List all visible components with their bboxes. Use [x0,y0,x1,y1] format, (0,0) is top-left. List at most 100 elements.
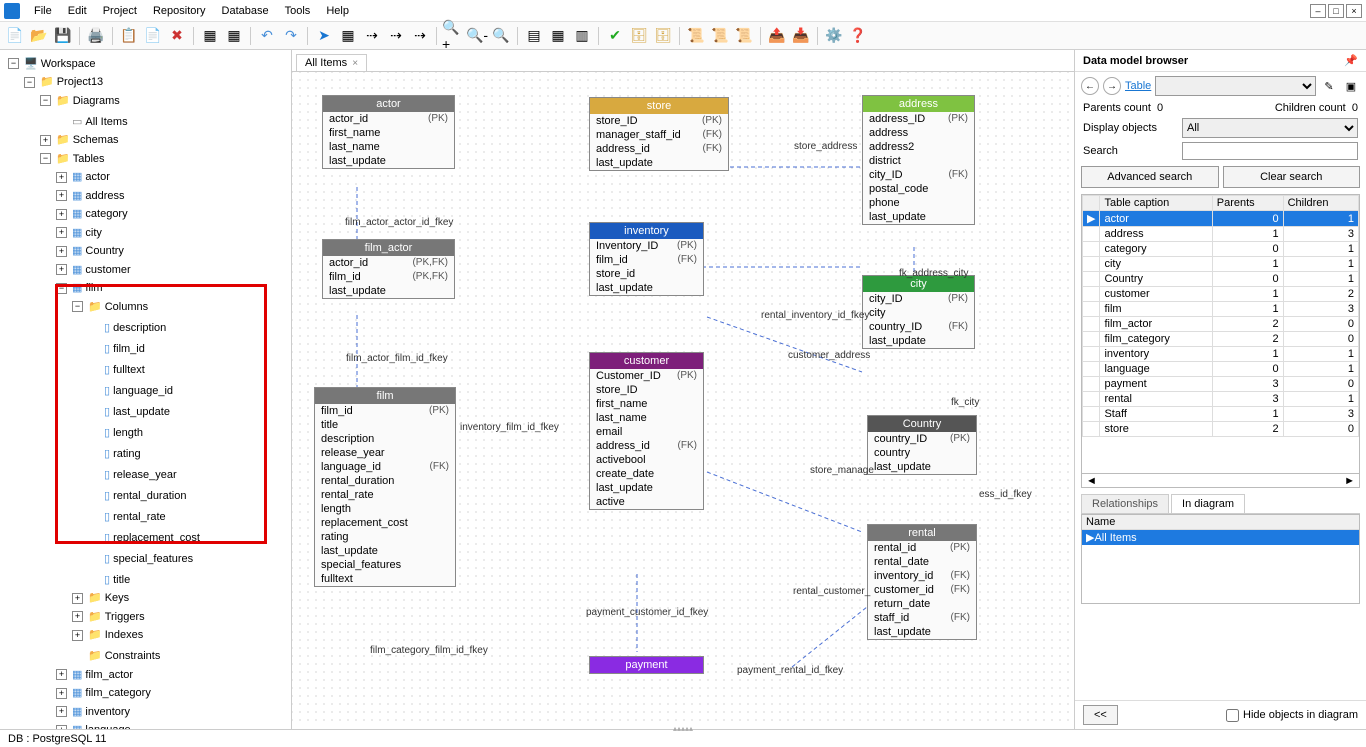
grid-row-Country[interactable]: Country01 [1083,272,1359,287]
search-input[interactable] [1182,142,1358,160]
col-country[interactable]: country [868,446,976,460]
diagram-list[interactable]: Name ▶All Items [1081,514,1360,604]
zoomfit-icon[interactable]: 🔍 [490,25,512,47]
hide-objects-label[interactable]: Hide objects in diagram [1226,709,1358,722]
script1-icon[interactable]: 📜 [685,25,707,47]
entity-rental[interactable]: rentalrental_id(PK)rental_dateinventory_… [867,524,977,640]
menu-help[interactable]: Help [318,3,357,19]
col-city_ID[interactable]: city_ID(FK) [863,168,974,182]
help-icon[interactable]: ❓ [847,25,869,47]
table-icon[interactable]: ▦ [337,25,359,47]
scroll-right-icon[interactable]: ► [1344,475,1355,487]
col-fulltext[interactable]: fulltext [315,572,455,586]
entity-film_actor[interactable]: film_actoractor_id(PK,FK)film_id(PK,FK)l… [322,239,455,299]
col-length[interactable]: length [315,502,455,516]
col-actor_id[interactable]: actor_id(PK) [323,112,454,126]
back-icon[interactable]: ← [1081,77,1099,95]
col-last_name[interactable]: last_name [323,140,454,154]
col-phone[interactable]: phone [863,196,974,210]
grid-row-city[interactable]: city11 [1083,257,1359,272]
col-address_id[interactable]: address_id(FK) [590,142,728,156]
node-table-film[interactable]: −▦film [54,279,105,297]
node-col-length[interactable]: ▯length [86,424,145,442]
close-button[interactable]: × [1346,4,1362,18]
node-table-actor[interactable]: +▦actor [54,168,112,186]
col-last_update[interactable]: last_update [590,281,703,295]
forward-icon[interactable]: → [1103,77,1121,95]
delete-icon[interactable]: ✖ [166,25,188,47]
col-film_id[interactable]: film_id(FK) [590,253,703,267]
import-icon[interactable]: 📥 [790,25,812,47]
col-special_features[interactable]: special_features [315,558,455,572]
node-col-language_id[interactable]: ▯language_id [86,382,175,400]
back-button[interactable]: << [1083,705,1118,725]
print-icon[interactable]: 🖨️ [85,25,107,47]
col-address[interactable]: address [863,126,974,140]
node-triggers[interactable]: +📁Triggers [70,608,147,626]
pointer-icon[interactable]: ➤ [313,25,335,47]
col-address2[interactable]: address2 [863,140,974,154]
node-columns[interactable]: −📁Columns [70,298,150,316]
col-Parents[interactable]: Parents [1212,196,1283,211]
node-indexes[interactable]: +📁Indexes [70,626,145,644]
node-table-film_actor[interactable]: +▦film_actor [54,666,135,684]
resize-handle[interactable]: ▴▴▴▴▴ [292,724,1074,729]
col-country_ID[interactable]: country_ID(PK) [868,432,976,446]
grid-row-film_actor[interactable]: film_actor20 [1083,317,1359,332]
node-project[interactable]: −📁Project13 [22,73,105,91]
tab-in-diagram[interactable]: In diagram [1171,494,1245,513]
export-icon[interactable]: 📤 [766,25,788,47]
col-customer_id[interactable]: customer_id(FK) [868,583,976,597]
grid2-icon[interactable]: ▦ [223,25,245,47]
db2-icon[interactable]: 🗄 [652,25,674,47]
col-last_update[interactable]: last_update [868,460,976,474]
col-address_id[interactable]: address_id(FK) [590,439,703,453]
col-rental_rate[interactable]: rental_rate [315,488,455,502]
col-Children[interactable]: Children [1283,196,1358,211]
tab-close-icon[interactable]: × [352,58,358,69]
grid-row-customer[interactable]: customer12 [1083,287,1359,302]
tab-all-items[interactable]: All Items × [296,54,367,71]
col-film_id[interactable]: film_id(PK,FK) [323,270,454,284]
node-schemas[interactable]: +📁Schemas [38,131,121,149]
grid-row-actor[interactable]: ▶actor01 [1083,211,1359,227]
rel2-icon[interactable]: ⇢ [385,25,407,47]
col-rental_date[interactable]: rental_date [868,555,976,569]
node-col-rental_rate[interactable]: ▯rental_rate [86,508,168,526]
col-Customer_ID[interactable]: Customer_ID(PK) [590,369,703,383]
col-replacement_cost[interactable]: replacement_cost [315,516,455,530]
grid-row-film_category[interactable]: film_category20 [1083,332,1359,347]
col-manager_staff_id[interactable]: manager_staff_id(FK) [590,128,728,142]
rel3-icon[interactable]: ⇢ [409,25,431,47]
node-table-film_category[interactable]: +▦film_category [54,684,153,702]
col-city[interactable]: city [863,306,974,320]
col-description[interactable]: description [315,432,455,446]
adv-search-button[interactable]: Advanced search [1081,166,1219,188]
node-table-language[interactable]: +▦language [54,721,133,729]
col-last_update[interactable]: last_update [863,334,974,348]
grid-row-rental[interactable]: rental31 [1083,392,1359,407]
copy-icon[interactable]: 📋 [118,25,140,47]
menu-project[interactable]: Project [95,3,145,19]
er-canvas[interactable]: actoractor_id(PK)first_namelast_namelast… [292,72,1074,724]
entity-payment[interactable]: payment [589,656,704,674]
col-city_ID[interactable]: city_ID(PK) [863,292,974,306]
menu-edit[interactable]: Edit [60,3,95,19]
col-first_name[interactable]: first_name [590,397,703,411]
col-email[interactable]: email [590,425,703,439]
open-icon[interactable]: 📂 [28,25,50,47]
node-tables[interactable]: −📁Tables [38,150,107,168]
node-table-Country[interactable]: +▦Country [54,242,126,260]
grid-row-inventory[interactable]: inventory11 [1083,347,1359,362]
col-address_ID[interactable]: address_ID(PK) [863,112,974,126]
col-rental_id[interactable]: rental_id(PK) [868,541,976,555]
entity-customer[interactable]: customerCustomer_ID(PK)store_IDfirst_nam… [589,352,704,510]
col-staff_id[interactable]: staff_id(FK) [868,611,976,625]
paste-icon[interactable]: 📄 [142,25,164,47]
col-release_year[interactable]: release_year [315,446,455,460]
menu-repository[interactable]: Repository [145,3,214,19]
node-col-release_year[interactable]: ▯release_year [86,466,179,484]
node-workspace[interactable]: −🖥️Workspace [6,55,98,73]
col-rating[interactable]: rating [315,530,455,544]
tab-relationships[interactable]: Relationships [1081,494,1169,513]
